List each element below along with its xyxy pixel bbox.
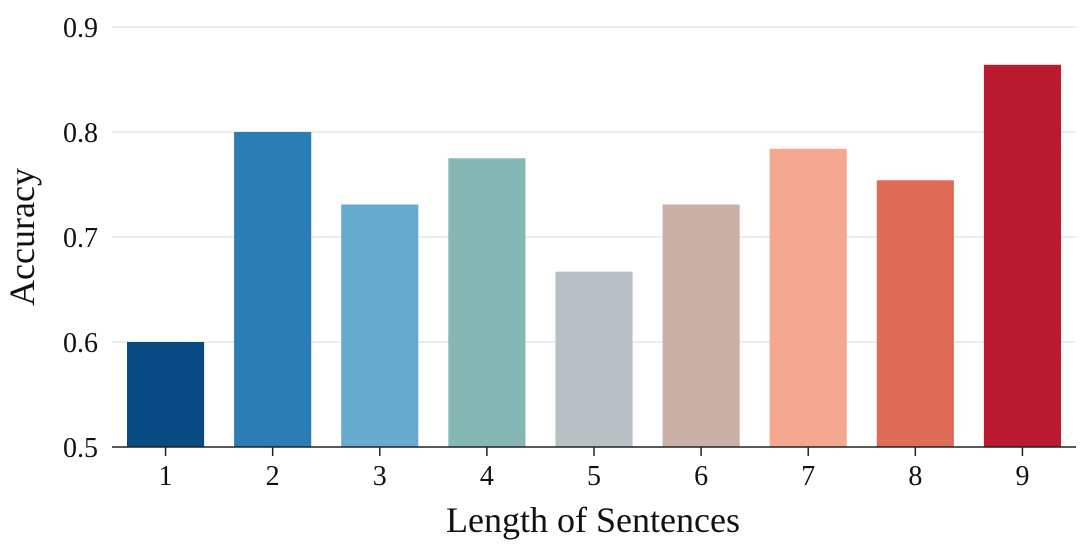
x-tick-label: 7 <box>801 461 815 492</box>
x-tick-label: 2 <box>266 461 280 492</box>
bar-1 <box>126 342 205 447</box>
bar-2 <box>234 132 312 447</box>
x-tick-label: 6 <box>694 461 708 492</box>
x-axis-label: Length of Sentences <box>446 500 740 540</box>
x-tick-label: 8 <box>908 461 922 492</box>
y-tick-label: 0.6 <box>63 328 98 359</box>
y-tick-label: 0.7 <box>63 223 98 254</box>
x-tick-label: 3 <box>373 461 387 492</box>
x-tick-label: 5 <box>587 461 601 492</box>
x-tick-label: 9 <box>1015 461 1029 492</box>
bars <box>126 64 1062 448</box>
bar-3 <box>341 204 419 447</box>
y-tick-label: 0.8 <box>63 118 98 149</box>
y-tick-label: 0.5 <box>63 433 98 464</box>
bar-5 <box>555 271 633 447</box>
y-axis-label: Accuracy <box>2 168 42 306</box>
bar-6 <box>662 204 740 447</box>
y-tick-label: 0.9 <box>63 13 98 44</box>
bar-4 <box>448 158 526 447</box>
x-tick-label: 1 <box>159 461 173 492</box>
bar-9 <box>983 64 1062 448</box>
bar-8 <box>876 180 954 448</box>
x-axis-ticks: 1 2 3 4 5 6 7 8 9 <box>159 447 1029 492</box>
x-tick-label: 4 <box>480 461 494 492</box>
bar-7 <box>769 148 847 448</box>
y-axis-ticks: 0.5 0.6 0.7 0.8 0.9 <box>63 13 98 464</box>
